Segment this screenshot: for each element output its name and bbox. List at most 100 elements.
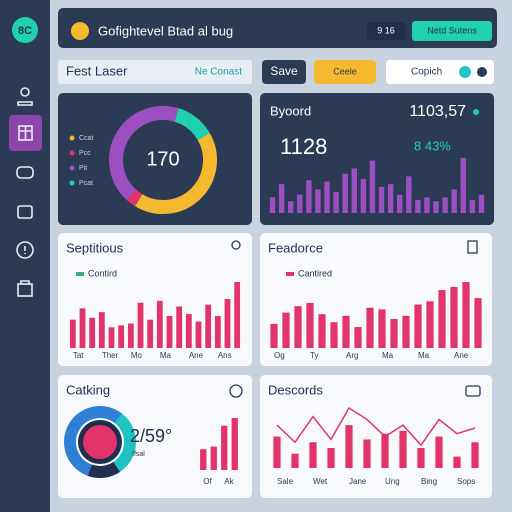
pie-segment [135, 133, 217, 214]
bar [399, 430, 407, 468]
search-box[interactable] [386, 60, 494, 84]
bar [147, 319, 154, 348]
bar [354, 327, 362, 348]
icon-card[interactable] [17, 205, 33, 219]
icon-alert[interactable] [16, 241, 34, 259]
toolbar-name: Fest Laser [66, 63, 128, 78]
bar [214, 315, 221, 348]
pie-segment [113, 413, 136, 472]
panel-title: Feadorce [268, 240, 323, 255]
sidebar-icons [9, 87, 42, 297]
panel-icon[interactable] [229, 384, 243, 398]
x-tick-label: Bing [421, 477, 437, 486]
legend-label: Pcc [79, 150, 91, 157]
bar [424, 197, 430, 213]
bar [224, 298, 231, 348]
change: 8 43% [414, 138, 451, 153]
bar [118, 325, 125, 348]
x-tick-label: Of [203, 477, 212, 486]
bar [166, 315, 173, 348]
bar [378, 309, 386, 348]
bar [282, 312, 290, 348]
x-tick-label: Ane [189, 351, 204, 360]
save-button[interactable] [262, 60, 306, 84]
legend-label: Contird [88, 268, 117, 278]
x-tick-label: Ane [454, 351, 469, 360]
bar [287, 201, 294, 213]
x-tick-label: Ma [160, 351, 172, 360]
icon-user[interactable] [20, 87, 30, 97]
bar [278, 184, 285, 213]
search-icon[interactable] [459, 66, 471, 78]
panel-icon[interactable] [465, 385, 481, 397]
panel-title: Septitious [66, 240, 124, 255]
icon-box-lines [19, 126, 32, 140]
bar [363, 439, 371, 468]
bar [478, 194, 485, 213]
bar [79, 308, 86, 348]
bar [366, 307, 374, 348]
bar [185, 314, 192, 348]
bar [69, 319, 76, 348]
legend-label: Pcat [79, 180, 93, 187]
bar [108, 327, 115, 348]
panel-icon[interactable] [467, 240, 478, 254]
legend-swatch [69, 150, 75, 156]
total-value: 1103,57 [409, 103, 466, 120]
bar [360, 178, 367, 213]
bar [327, 448, 335, 468]
panel [58, 233, 252, 366]
bar [474, 298, 482, 348]
bar [406, 176, 412, 213]
bar [351, 168, 358, 213]
bar [426, 301, 434, 348]
x-tick-label: Ther [102, 351, 119, 360]
bar [231, 418, 238, 470]
x-tick-label: Tat [73, 351, 84, 360]
bar [221, 425, 228, 470]
bar [462, 282, 470, 348]
bar [381, 433, 389, 468]
bar [402, 315, 410, 348]
action-text: Ceele [333, 66, 357, 76]
bar [451, 189, 457, 213]
bar [89, 317, 96, 348]
search-icon-2[interactable] [477, 67, 487, 77]
total-icon [473, 109, 479, 115]
panel-icon[interactable] [231, 240, 241, 250]
dropdown[interactable] [367, 22, 405, 40]
dropdown-text: 9 16 [377, 25, 395, 35]
sidebar [0, 0, 50, 512]
bar [195, 321, 202, 348]
panel [260, 375, 492, 498]
center-value: 170 [146, 148, 179, 170]
legend-swatch [286, 272, 294, 276]
icon-chat[interactable] [16, 166, 34, 179]
x-tick-label: Sale [277, 477, 294, 486]
bar [378, 186, 385, 213]
icon-bag-handle [20, 280, 30, 284]
x-tick-label: Ty [310, 351, 318, 360]
logo-text: 8C [18, 25, 32, 37]
legend-label: Ccat [79, 135, 93, 142]
toolbar-name-box [58, 60, 252, 84]
bar [333, 192, 339, 213]
bar [205, 304, 212, 348]
legend-label: Cantired [298, 268, 332, 278]
bar [390, 319, 398, 348]
bar [306, 302, 314, 348]
icon-bag[interactable] [17, 283, 33, 297]
action-button[interactable] [314, 60, 376, 84]
panel-title: Byoord [270, 103, 311, 118]
legend-label: Pit [79, 165, 87, 172]
header-button[interactable] [412, 21, 492, 41]
note: Ifsal [132, 451, 145, 458]
logo[interactable] [12, 17, 38, 43]
bar [291, 453, 299, 468]
bar [438, 290, 446, 348]
bar [453, 456, 461, 468]
bar [471, 442, 479, 468]
bar [442, 197, 448, 213]
